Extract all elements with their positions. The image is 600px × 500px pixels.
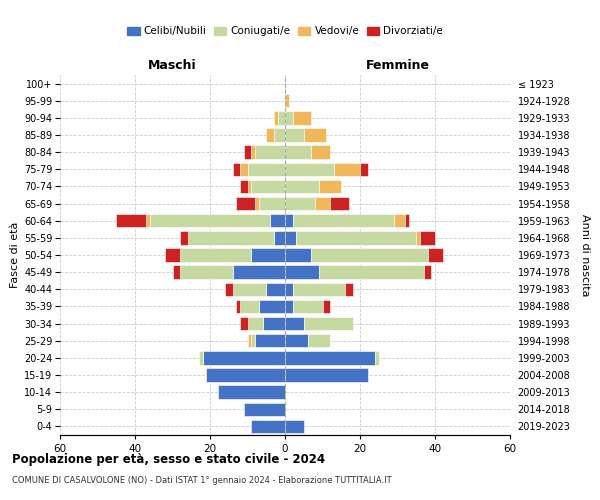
Bar — [259, 300, 285, 313]
Bar — [251, 180, 285, 193]
Bar — [248, 317, 263, 330]
Bar — [277, 111, 285, 124]
Bar — [233, 266, 285, 279]
Bar — [345, 282, 353, 296]
Bar — [296, 231, 416, 244]
Bar — [240, 300, 259, 313]
Bar — [285, 300, 293, 313]
Bar — [240, 317, 248, 330]
Bar — [263, 317, 285, 330]
Bar — [424, 266, 431, 279]
Bar — [285, 214, 293, 228]
Bar — [427, 248, 443, 262]
Y-axis label: Fasce di età: Fasce di età — [10, 222, 20, 288]
Bar — [293, 111, 311, 124]
Bar — [116, 214, 146, 228]
Bar — [304, 317, 353, 330]
Bar — [187, 231, 274, 244]
Bar — [270, 214, 285, 228]
Bar — [330, 197, 349, 210]
Text: Popolazione per età, sesso e stato civile - 2024: Popolazione per età, sesso e stato civil… — [12, 452, 325, 466]
Bar — [244, 402, 285, 416]
Bar — [308, 334, 330, 347]
Bar — [236, 197, 255, 210]
Bar — [233, 162, 240, 176]
Bar — [285, 128, 304, 141]
Bar — [236, 300, 240, 313]
Bar — [251, 146, 255, 159]
Bar — [319, 266, 424, 279]
Text: COMUNE DI CASALVOLONE (NO) - Dati ISTAT 1° gennaio 2024 - Elaborazione TUTTITALI: COMUNE DI CASALVOLONE (NO) - Dati ISTAT … — [12, 476, 392, 485]
Bar — [405, 214, 409, 228]
Bar — [255, 197, 259, 210]
Bar — [255, 146, 285, 159]
Bar — [304, 128, 326, 141]
Bar — [315, 197, 330, 210]
Bar — [285, 94, 289, 108]
Bar — [416, 231, 420, 244]
Bar — [274, 111, 277, 124]
Bar — [311, 146, 330, 159]
Bar — [293, 282, 345, 296]
Bar — [285, 180, 319, 193]
Bar — [293, 300, 323, 313]
Bar — [173, 266, 180, 279]
Bar — [285, 231, 296, 244]
Bar — [206, 368, 285, 382]
Bar — [180, 231, 187, 244]
Legend: Celibi/Nubili, Coniugati/e, Vedovi/e, Divorziati/e: Celibi/Nubili, Coniugati/e, Vedovi/e, Di… — [125, 24, 445, 38]
Bar — [266, 128, 274, 141]
Bar — [285, 351, 375, 364]
Bar — [285, 162, 334, 176]
Bar — [248, 180, 251, 193]
Text: Maschi: Maschi — [148, 60, 197, 72]
Bar — [199, 351, 203, 364]
Bar — [285, 334, 308, 347]
Bar — [285, 420, 304, 433]
Bar — [360, 162, 367, 176]
Bar — [285, 197, 315, 210]
Bar — [248, 334, 251, 347]
Bar — [240, 180, 248, 193]
Bar — [146, 214, 150, 228]
Bar — [218, 386, 285, 399]
Bar — [420, 231, 435, 244]
Bar — [319, 180, 341, 193]
Bar — [203, 351, 285, 364]
Bar — [274, 231, 285, 244]
Bar — [248, 162, 285, 176]
Bar — [225, 282, 233, 296]
Bar — [180, 266, 233, 279]
Bar — [274, 128, 285, 141]
Bar — [251, 334, 255, 347]
Bar — [150, 214, 270, 228]
Bar — [255, 334, 285, 347]
Bar — [165, 248, 180, 262]
Bar — [233, 282, 266, 296]
Bar — [240, 162, 248, 176]
Bar — [285, 111, 293, 124]
Bar — [375, 351, 379, 364]
Bar — [285, 368, 367, 382]
Bar — [285, 146, 311, 159]
Bar — [334, 162, 360, 176]
Bar — [285, 317, 304, 330]
Bar — [266, 282, 285, 296]
Bar — [251, 248, 285, 262]
Bar — [244, 146, 251, 159]
Y-axis label: Anni di nascita: Anni di nascita — [580, 214, 590, 296]
Bar — [285, 282, 293, 296]
Bar — [251, 420, 285, 433]
Bar — [311, 248, 427, 262]
Text: Femmine: Femmine — [365, 60, 430, 72]
Bar — [285, 266, 319, 279]
Bar — [285, 248, 311, 262]
Bar — [323, 300, 330, 313]
Bar — [180, 248, 251, 262]
Bar — [293, 214, 394, 228]
Bar — [394, 214, 405, 228]
Bar — [259, 197, 285, 210]
